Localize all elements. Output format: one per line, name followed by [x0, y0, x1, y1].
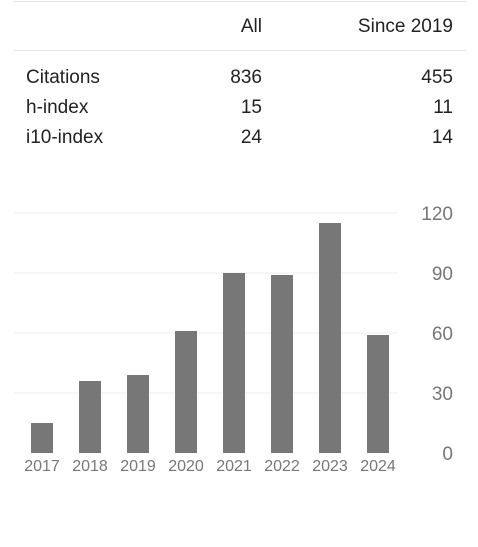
i10-index-all-value: 24	[240, 127, 262, 148]
h-index-since-value: 11	[433, 97, 453, 118]
bar-2019[interactable]	[127, 375, 149, 453]
row-label-citations: Citations	[26, 67, 100, 88]
x-tick-label: 2024	[360, 458, 396, 475]
bar-2017[interactable]	[31, 423, 53, 453]
x-tick-label: 2020	[168, 458, 204, 475]
header-divider	[14, 50, 466, 51]
row-label-i10-index: i10-index	[26, 127, 104, 148]
x-tick-label: 2023	[312, 458, 348, 475]
bar-2023[interactable]	[319, 223, 341, 453]
x-tick-label: 2022	[264, 458, 300, 475]
bar-2021[interactable]	[223, 273, 245, 453]
column-header-all: All	[240, 16, 262, 37]
citations-since-value: 455	[421, 67, 453, 88]
bar-2018[interactable]	[79, 381, 101, 453]
y-tick-label: 0	[442, 444, 453, 465]
bar-2022[interactable]	[271, 275, 293, 453]
x-tick-label: 2017	[24, 458, 60, 475]
bar-2020[interactable]	[175, 331, 197, 453]
bar-2024[interactable]	[367, 335, 389, 453]
y-tick-label: 60	[432, 324, 453, 345]
x-tick-label: 2018	[72, 458, 108, 475]
x-tick-label: 2019	[120, 458, 156, 475]
y-tick-label: 120	[421, 204, 453, 225]
y-tick-label: 30	[432, 384, 453, 405]
x-tick-label: 2021	[216, 458, 252, 475]
citations-per-year-chart: 0 30 60 90 120 2017 2018 2019 2020 2021 2022 2023 20…	[0, 190, 478, 495]
i10-index-since-value: 14	[431, 127, 453, 148]
bar-chart-svg: 0 30 60 90 120 2017 2018 2019 2020 2021 2022 2023 20…	[14, 204, 453, 475]
h-index-all-value: 15	[240, 97, 262, 118]
top-divider	[14, 1, 466, 2]
row-label-h-index: h-index	[26, 97, 89, 118]
column-header-since-2019: Since 2019	[357, 16, 453, 37]
y-tick-label: 90	[432, 264, 453, 285]
citations-all-value: 836	[230, 67, 262, 88]
